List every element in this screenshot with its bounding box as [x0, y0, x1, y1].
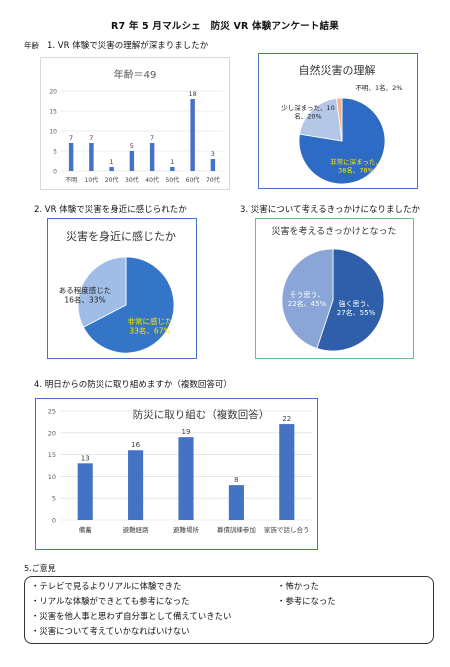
pie-label-somewhat: 16名、33%: [64, 295, 105, 305]
data-label: 13: [81, 454, 90, 462]
bar: [68, 143, 74, 171]
bar: [129, 151, 135, 171]
bar: [77, 463, 93, 520]
action-bar-chart-frame: 防災に取り組む（複数回答） 0 5 10 15 20 25 13 備蓄 16 避難経路 19 避難場所…: [35, 398, 318, 550]
x-tick-label: 70代: [206, 176, 220, 184]
data-label: 19: [182, 428, 191, 436]
data-label: 7: [150, 134, 154, 142]
y-tick-label: 5: [53, 149, 57, 156]
y-tick-label: 20: [49, 89, 57, 96]
thinking-pie-title: 災害を考えるきっかけとなった: [271, 225, 396, 237]
y-tick-label: 10: [49, 129, 57, 136]
x-tick-label: 50代: [166, 176, 180, 184]
bar: [190, 99, 195, 171]
understanding-pie-chart: 自然災害の理解 非常に深まった、38名、78% 少し深まった、10名、20% 不明、…: [281, 63, 403, 185]
pie-slice: [82, 256, 175, 354]
understanding-pie-title: 自然災害の理解: [299, 63, 376, 77]
action-chart-title: 防災に取り組む（複数回答）: [133, 408, 270, 421]
bar: [149, 143, 155, 171]
opinion-item: ・災害について考えていかなればいけない: [31, 626, 190, 636]
question-4: 4. 明日からの防災に取り組めますか（複数回答可）: [34, 380, 232, 390]
pie-label-very: 非常に深まった、: [330, 157, 382, 166]
age-chart-title: 年齢＝49: [114, 68, 157, 81]
x-tick-label: 備蓄: [79, 525, 93, 534]
data-label: 16: [131, 441, 140, 449]
x-tick-label: 募債訓練参加: [217, 525, 256, 534]
pie-label-strong: 強く思う、: [339, 300, 374, 308]
data-label: 1: [110, 158, 114, 166]
bar: [279, 424, 295, 520]
pie-label-somewhat: 名、20%: [294, 112, 321, 121]
question-2: 2. VR 体験で災害を身近に感じられたか: [34, 205, 187, 215]
question-3: 3. 災害について考えるきっかけになりましたか: [240, 205, 420, 215]
age-bar-chart-frame: 年齢＝49 0 5 10 15 20 7 不明 7 10代 1 20代 5 30代 7 40代 1 50代 18 6…: [40, 57, 230, 190]
opinion-item: ・参考になった: [277, 596, 336, 606]
x-tick-label: 20代: [105, 176, 119, 184]
y-tick-label: 15: [49, 109, 57, 116]
pie-slice: [298, 97, 386, 185]
opinion-item: ・怖かった: [277, 581, 319, 591]
y-tick-label: 25: [48, 408, 56, 416]
y-tick-label: 0: [52, 517, 56, 525]
opinion-item: ・テレビで見るよりリアルに体験できた: [31, 581, 182, 591]
data-label: 7: [69, 134, 73, 142]
action-bar-chart: 防災に取り組む（複数回答） 0 5 10 15 20 25 13 備蓄 16 避難経路 19 避難場所…: [48, 408, 312, 534]
pie-slice: [281, 248, 334, 349]
x-tick-label: 30代: [125, 176, 139, 184]
data-label: 18: [188, 90, 196, 98]
understanding-pie-frame: 自然災害の理解 非常に深まった、 38名、78% 少し深まった、10 名、20% 不明、…: [258, 53, 418, 189]
pie-slice: [299, 97, 343, 142]
opinion-item: ・災害を他人事と思わず自分事として備えていきたい: [31, 611, 232, 621]
opinions-heading: 5.ご意見: [24, 564, 56, 573]
bar: [109, 167, 114, 171]
pie-slice: [316, 248, 385, 352]
x-tick-label: 10代: [85, 176, 99, 184]
x-tick-label: 60代: [186, 176, 200, 184]
data-label: 3: [211, 150, 215, 158]
data-label: 1: [170, 158, 174, 166]
age-side-label: 年齢: [24, 41, 39, 50]
pie-label-agree: そう思う、: [290, 291, 325, 299]
opinion-item: ・リアルな体験ができとても参考になった: [31, 596, 190, 606]
page-title: R7 年 5 月マルシェ 防災 VR 体験アンケート結果: [111, 21, 339, 32]
pie-label-agree: 22名、45%: [288, 299, 327, 308]
pie-label-very: 非常に感じた: [128, 316, 173, 326]
thinking-pie-chart: 災害を考えるきっかけとなった 強く思う、27名、55% そう思う、22名、45%: [271, 225, 397, 352]
y-tick-label: 0: [53, 169, 57, 176]
x-tick-label: 家族で話し合う: [264, 525, 310, 534]
bar: [178, 437, 194, 520]
familiarity-pie-frame: 災害を身近に感じたか 非常に感じた 33名、67% ある程度感じた 16名、33%: [47, 218, 197, 359]
x-tick-label: 避難経路: [123, 525, 150, 534]
bar: [170, 167, 175, 171]
data-label: 7: [89, 134, 93, 142]
opinions-box: ・テレビで見るよりリアルに体験できた ・リアルな体験ができとても参考になった ・…: [24, 576, 434, 644]
bar: [228, 485, 244, 520]
x-tick-label: 不明: [65, 177, 77, 184]
y-tick-label: 5: [52, 495, 56, 503]
bar: [89, 143, 94, 171]
data-label: 22: [282, 415, 291, 423]
age-bar-chart: 年齢＝49 0 5 10 15 20 7 不明 7 10代 1 20代 5 30代 7 40代 1 50代 18 6…: [49, 68, 223, 184]
y-tick-label: 20: [48, 429, 56, 437]
pie-label-very: 38名、78%: [338, 166, 374, 175]
y-tick-label: 10: [48, 473, 56, 481]
pie-label-somewhat: ある程度感じた: [59, 285, 112, 295]
pie-label-very: 33名、67%: [129, 326, 170, 336]
data-label: 5: [130, 142, 134, 150]
pie-label-somewhat: 少し深まった、10: [281, 103, 335, 112]
pie-label-strong: 27名、55%: [337, 308, 376, 317]
data-label: 8: [234, 476, 238, 484]
bar: [128, 450, 144, 520]
bar: [210, 159, 216, 171]
pie-label-unknown: 不明、1名、2%: [356, 83, 403, 92]
question-1: 1. VR 体験で災害の理解が深まりましたか: [47, 41, 209, 51]
thinking-pie-frame: 災害を考えるきっかけとなった 強く思う、 27名、55% そう思う、 22名、45%: [255, 218, 414, 359]
y-tick-label: 15: [48, 451, 56, 459]
x-tick-label: 40代: [145, 176, 159, 184]
familiarity-pie-title: 災害を身近に感じたか: [66, 229, 176, 243]
pie-slice: [336, 97, 343, 142]
pie-slice: [77, 256, 127, 328]
x-tick-label: 避難場所: [173, 525, 200, 534]
